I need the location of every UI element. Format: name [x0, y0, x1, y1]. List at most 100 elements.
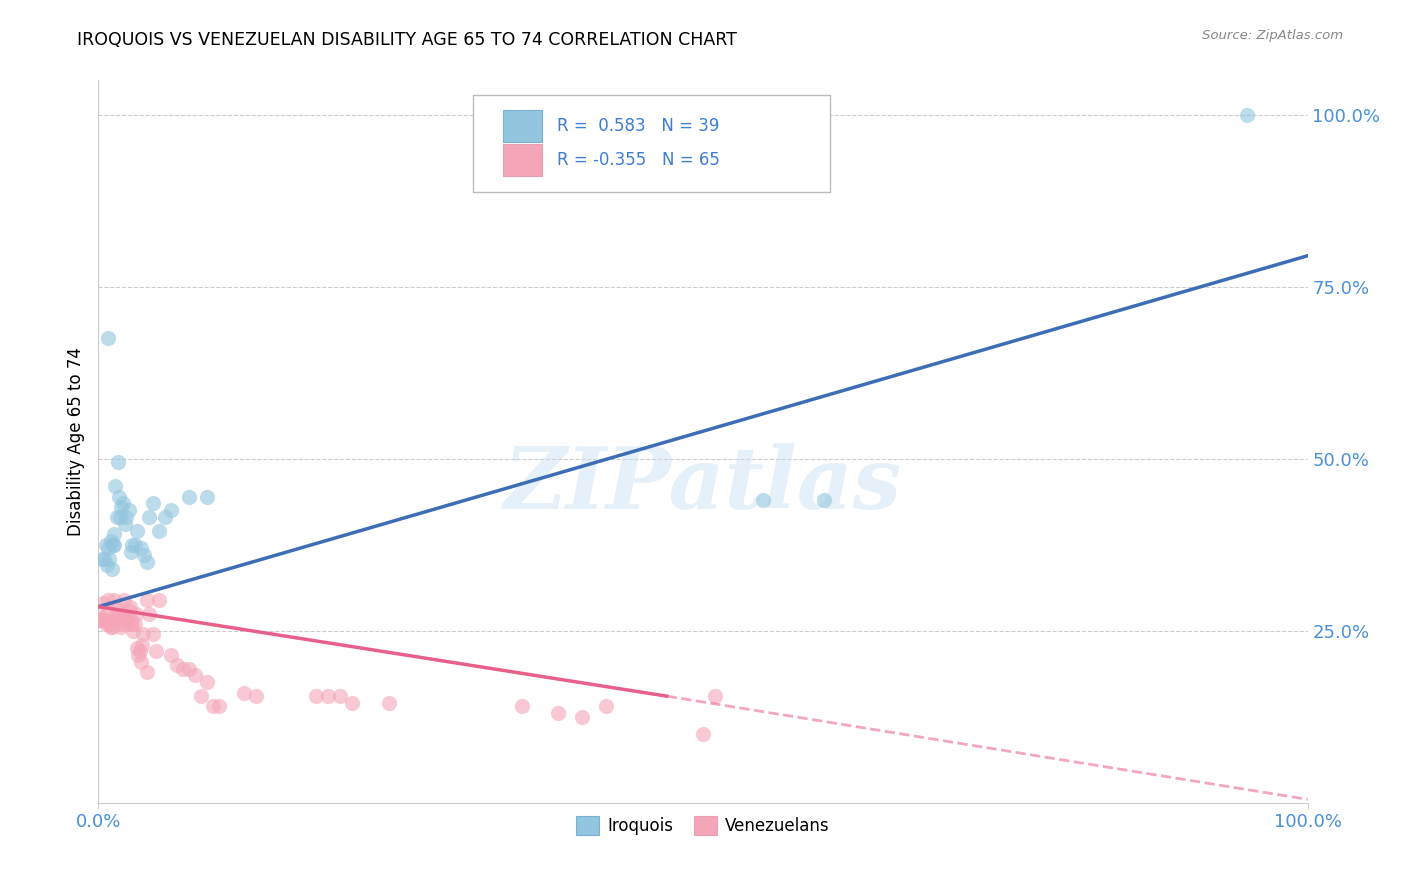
Point	[108, 616, 131, 631]
Point	[122, 624, 145, 638]
Point	[134, 548, 156, 562]
Point	[115, 616, 138, 631]
Point	[97, 331, 120, 345]
Point	[595, 699, 617, 714]
Point	[94, 538, 117, 552]
Point	[112, 592, 135, 607]
Point	[118, 503, 141, 517]
Point	[97, 592, 120, 607]
FancyBboxPatch shape	[503, 144, 543, 176]
Point	[160, 503, 183, 517]
Point	[120, 614, 142, 628]
Point	[132, 627, 155, 641]
Point	[195, 490, 218, 504]
Point	[190, 689, 212, 703]
Point	[153, 510, 176, 524]
Point	[110, 500, 132, 514]
Point	[100, 534, 122, 549]
Point	[114, 607, 136, 621]
Text: IROQUOIS VS VENEZUELAN DISABILITY AGE 65 TO 74 CORRELATION CHART: IROQUOIS VS VENEZUELAN DISABILITY AGE 65…	[77, 31, 737, 49]
Point	[138, 607, 160, 621]
Point	[135, 665, 157, 679]
Point	[103, 592, 125, 607]
Point	[305, 689, 328, 703]
Point	[813, 493, 835, 508]
Point	[148, 592, 170, 607]
Y-axis label: Disability Age 65 to 74: Disability Age 65 to 74	[66, 347, 84, 536]
Point	[145, 644, 167, 658]
Point	[107, 455, 129, 469]
Point	[111, 496, 134, 510]
Point	[377, 696, 399, 710]
Point	[100, 620, 122, 634]
Point	[142, 496, 165, 510]
Point	[245, 689, 267, 703]
Point	[101, 614, 124, 628]
Point	[91, 610, 114, 624]
Point	[98, 551, 121, 566]
Point	[91, 551, 114, 566]
Point	[101, 538, 124, 552]
Text: R =  0.583   N = 39: R = 0.583 N = 39	[557, 117, 718, 135]
Point	[100, 620, 122, 634]
Point	[98, 616, 121, 631]
Point	[121, 538, 143, 552]
Point	[93, 614, 115, 628]
Point	[90, 614, 112, 628]
Point	[547, 706, 569, 721]
Point	[124, 538, 146, 552]
Point	[179, 490, 201, 504]
Point	[108, 510, 131, 524]
Point	[107, 610, 129, 624]
Point	[105, 599, 128, 614]
Point	[94, 616, 117, 631]
Point	[195, 675, 218, 690]
Text: Source: ZipAtlas.com: Source: ZipAtlas.com	[1202, 29, 1343, 42]
FancyBboxPatch shape	[503, 110, 543, 142]
Point	[120, 544, 142, 558]
Point	[115, 510, 138, 524]
Text: ZIPatlas: ZIPatlas	[503, 443, 903, 526]
Point	[135, 592, 157, 607]
Point	[129, 541, 152, 556]
Point	[142, 627, 165, 641]
Point	[510, 699, 533, 714]
Point	[96, 607, 118, 621]
Point	[127, 524, 149, 538]
Point	[105, 510, 128, 524]
Point	[316, 689, 339, 703]
Point	[125, 607, 148, 621]
Point	[121, 616, 143, 631]
Point	[111, 614, 134, 628]
Point	[329, 689, 352, 703]
Point	[124, 616, 146, 631]
Text: R = -0.355   N = 65: R = -0.355 N = 65	[557, 151, 720, 169]
Point	[148, 524, 170, 538]
Point	[179, 662, 201, 676]
Point	[129, 655, 152, 669]
Legend: Iroquois, Venezuelans: Iroquois, Venezuelans	[569, 809, 837, 841]
Point	[118, 599, 141, 614]
Point	[1236, 108, 1258, 122]
Point	[89, 614, 111, 628]
Point	[127, 648, 149, 662]
Point	[108, 607, 131, 621]
Point	[128, 644, 150, 658]
Point	[342, 696, 364, 710]
Point	[104, 479, 127, 493]
Point	[108, 490, 131, 504]
Point	[160, 648, 183, 662]
Point	[96, 558, 118, 573]
Point	[127, 640, 149, 655]
Point	[131, 638, 153, 652]
Point	[97, 541, 120, 556]
Point	[91, 596, 114, 610]
Point	[135, 555, 157, 569]
Point	[704, 689, 727, 703]
Point	[208, 699, 231, 714]
Point	[166, 658, 188, 673]
Point	[100, 562, 122, 576]
Point	[752, 493, 775, 508]
Point	[184, 668, 207, 682]
Point	[93, 551, 115, 566]
